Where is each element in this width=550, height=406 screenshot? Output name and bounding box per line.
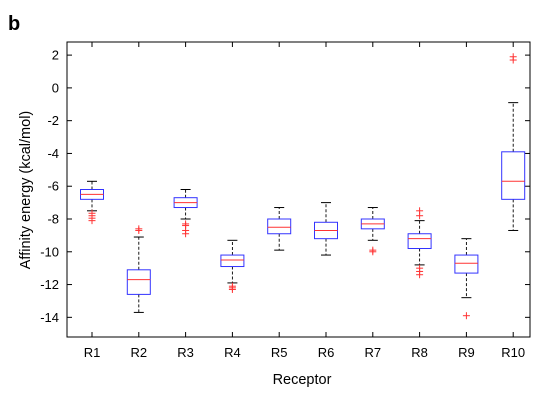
y-tick-label: -6 [47, 179, 59, 194]
outlier-marker [135, 226, 143, 234]
box-group-r7 [360, 207, 385, 256]
box-group-r2 [126, 225, 151, 313]
box-iqr [126, 269, 151, 295]
y-axis-label: Affinity energy (kcal/mol) [18, 111, 34, 269]
y-tick-label: 0 [52, 80, 59, 95]
box-group-r10 [501, 53, 526, 231]
box-group-r4 [220, 239, 245, 293]
x-tick-label: R8 [411, 345, 428, 360]
x-axis: R1 R2 R3 R4 R5 R6 R7 R8 R9 R10 [84, 42, 525, 360]
outlier-marker [509, 53, 517, 61]
y-tick-label: -4 [47, 146, 59, 161]
x-axis-label: Receptor [273, 372, 332, 388]
outlier-marker [416, 212, 424, 220]
panel-label: b [8, 13, 20, 35]
box-series [80, 53, 526, 320]
outlier-marker [462, 312, 470, 320]
y-tick-label: -2 [47, 113, 59, 128]
outlier-marker [182, 230, 190, 238]
y-tick-label: -12 [40, 277, 59, 292]
y-tick-label: -8 [47, 212, 59, 227]
box-group-r6 [314, 202, 338, 256]
outlier-marker [416, 271, 424, 279]
x-tick-label: R3 [177, 345, 194, 360]
plot-area-frame [66, 41, 531, 338]
x-tick-label: R2 [130, 345, 147, 360]
outlier-marker [369, 248, 377, 256]
x-tick-label: R10 [501, 345, 525, 360]
y-axis: 2 0 -2 -4 -6 -8 -10 -12 -14 [40, 48, 530, 325]
x-tick-label: R6 [318, 345, 335, 360]
box-iqr [454, 254, 479, 274]
outlier-marker [228, 285, 236, 293]
box-group-r9 [454, 238, 479, 320]
x-tick-label: R9 [458, 345, 475, 360]
x-tick-label: R5 [271, 345, 288, 360]
box-iqr [407, 233, 432, 249]
y-tick-label: 2 [52, 48, 59, 63]
y-tick-label: -10 [40, 244, 59, 259]
box-group-r5 [267, 207, 292, 251]
y-tick-label: -14 [40, 310, 59, 325]
outlier-marker [88, 217, 96, 225]
box-iqr [267, 218, 292, 235]
x-tick-label: R1 [84, 345, 101, 360]
x-tick-label: R7 [364, 345, 381, 360]
box-iqr [220, 254, 245, 268]
box-group-r3 [173, 189, 198, 238]
box-group-r8 [407, 207, 432, 279]
box-group-r1 [80, 180, 104, 225]
box-iqr [501, 151, 526, 200]
x-tick-label: R4 [224, 345, 241, 360]
